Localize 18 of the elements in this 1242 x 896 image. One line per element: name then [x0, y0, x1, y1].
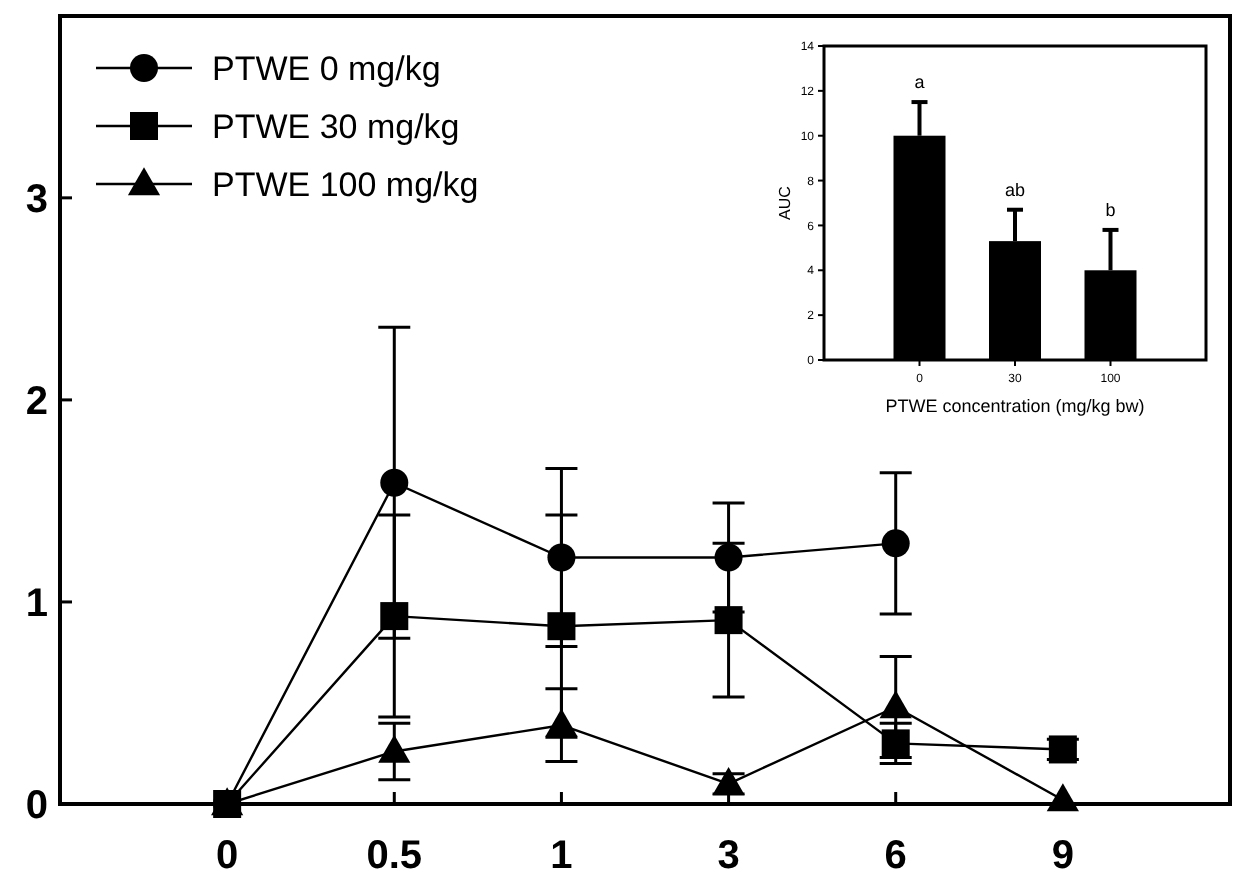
x-tick-label: 9 [1051, 834, 1074, 878]
legend-label: PTWE 30 mg/kg [212, 107, 460, 146]
x-tick-label: 0 [216, 834, 239, 878]
y-tick-label: 1 [25, 581, 48, 626]
y-axis-title: AUC [776, 185, 794, 220]
x-tick-label: 3 [717, 834, 740, 878]
x-tick-label: 1 [550, 834, 573, 878]
annotation: b [1105, 199, 1116, 220]
x-tick-label: 6 [884, 834, 907, 878]
y-tick-label: 3 [25, 177, 48, 222]
y-tick-label: 0 [25, 784, 48, 828]
x-axis-title: PTWE concentration (mg/kg bw) [885, 396, 1145, 416]
y-tick-label: 2 [25, 379, 48, 424]
annotation: a [914, 72, 925, 93]
legend-label: PTWE 0 mg/kg [212, 49, 441, 88]
legend-label: PTWE 100 mg/kg [212, 165, 479, 204]
annotation: ab [1004, 179, 1026, 200]
x-tick-label: 0.5 [366, 834, 423, 878]
